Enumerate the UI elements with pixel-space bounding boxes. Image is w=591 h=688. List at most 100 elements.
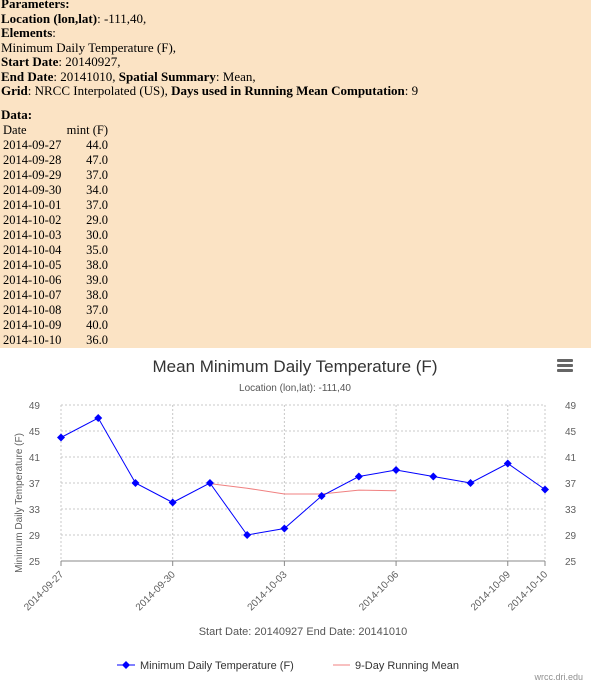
table-row: 2014-10-04 35.0 xyxy=(3,243,108,258)
elements-value: Minimum Daily Temperature (F), xyxy=(1,40,176,55)
date-column-header: Date xyxy=(3,123,63,138)
table-row: 2014-10-07 38.0 xyxy=(3,288,108,303)
x-tick-label: 2014-10-06 xyxy=(357,569,401,613)
spatial-summary-value: Mean, xyxy=(223,69,256,84)
start-date-value: 20140927, xyxy=(65,54,120,69)
date-cell: 2014-10-03 xyxy=(3,228,63,243)
date-cell: 2014-10-04 xyxy=(3,243,63,258)
date-cell: 2014-09-28 xyxy=(3,153,63,168)
running-mean-days-label: Days used in Running Mean Computation xyxy=(171,83,405,98)
y-tick-label-right: 41 xyxy=(565,453,577,464)
table-row: 2014-10-09 40.0 xyxy=(3,318,108,333)
y-tick-label-left: 41 xyxy=(29,453,41,464)
table-row: 2014-09-30 34.0 xyxy=(3,183,108,198)
table-row: 2014-09-28 47.0 xyxy=(3,153,108,168)
x-tick-label: 2014-09-27 xyxy=(22,569,66,613)
y-tick-label-left: 45 xyxy=(29,427,41,438)
y-tick-label-right: 37 xyxy=(565,479,577,490)
mint-cell: 38.0 xyxy=(63,258,108,273)
x-axis-label: Start Date: 20140927 End Date: 20141010 xyxy=(199,626,408,638)
mint-cell: 35.0 xyxy=(63,243,108,258)
parameters-block: Parameters: Location (lon,lat): -111,40,… xyxy=(1,0,418,99)
date-cell: 2014-10-05 xyxy=(3,258,63,273)
y-tick-label-left: 33 xyxy=(29,505,41,516)
end-date-value: 20141010, xyxy=(60,69,115,84)
temperature-point xyxy=(355,473,363,481)
mint-cell: 40.0 xyxy=(63,318,108,333)
date-cell: 2014-10-01 xyxy=(3,198,63,213)
table-row: 2014-10-02 29.0 xyxy=(3,213,108,228)
x-tick-label: 2014-10-03 xyxy=(246,569,290,613)
date-cell: 2014-09-29 xyxy=(3,168,63,183)
chart-title: Mean Minimum Daily Temperature (F) xyxy=(153,357,438,376)
y-tick-label-left: 29 xyxy=(29,531,41,542)
temperature-point xyxy=(243,531,251,539)
table-row: 2014-09-29 37.0 xyxy=(3,168,108,183)
table-row: 2014-10-08 37.0 xyxy=(3,303,108,318)
temperature-point xyxy=(504,460,512,468)
mint-cell: 37.0 xyxy=(63,303,108,318)
table-row: 2014-10-10 36.0 xyxy=(3,333,108,348)
legend-temperature-label: Minimum Daily Temperature (F) xyxy=(140,660,294,672)
y-tick-label-right: 29 xyxy=(565,531,577,542)
date-cell: 2014-09-27 xyxy=(3,138,63,153)
temperature-point xyxy=(541,486,549,494)
y-tick-label-right: 25 xyxy=(565,557,577,568)
y-tick-label-left: 37 xyxy=(29,479,41,490)
date-cell: 2014-10-02 xyxy=(3,213,63,228)
date-cell: 2014-10-10 xyxy=(3,333,63,348)
running-mean-line xyxy=(210,484,396,494)
y-tick-label-left: 49 xyxy=(29,401,41,412)
table-row: 2014-10-03 30.0 xyxy=(3,228,108,243)
mint-cell: 47.0 xyxy=(63,153,108,168)
start-date-label: Start Date xyxy=(1,54,58,69)
legend-running-mean-label: 9-Day Running Mean xyxy=(355,660,459,672)
location-label: Location (lon,lat) xyxy=(1,11,97,26)
credit-link[interactable]: wrcc.dri.edu xyxy=(534,672,583,682)
temperature-chart: Mean Minimum Daily Temperature (F) Locati… xyxy=(0,348,591,688)
mint-cell: 36.0 xyxy=(63,333,108,348)
table-row: 2014-10-01 37.0 xyxy=(3,198,108,213)
legend-temperature-marker xyxy=(122,661,130,669)
end-date-label: End Date xyxy=(1,69,53,84)
temperature-line xyxy=(61,418,545,535)
y-tick-label-right: 45 xyxy=(565,427,577,438)
y-tick-label-right: 49 xyxy=(565,401,577,412)
mint-cell: 37.0 xyxy=(63,168,108,183)
temperature-point xyxy=(169,499,177,507)
chart-menu-icon[interactable] xyxy=(557,359,573,373)
spatial-summary-label: Spatial Summary xyxy=(119,69,216,84)
mint-cell: 30.0 xyxy=(63,228,108,243)
table-row: 2014-10-05 38.0 xyxy=(3,258,108,273)
temperature-point xyxy=(131,479,139,487)
mint-cell: 38.0 xyxy=(63,288,108,303)
mint-cell: 34.0 xyxy=(63,183,108,198)
running-mean-days-value: 9 xyxy=(412,83,419,98)
mint-cell: 29.0 xyxy=(63,213,108,228)
grid-label: Grid xyxy=(1,83,28,98)
date-cell: 2014-10-07 xyxy=(3,288,63,303)
table-header-row: Date mint (F) xyxy=(3,123,108,138)
mint-cell: 39.0 xyxy=(63,273,108,288)
location-value: -111,40, xyxy=(104,11,146,26)
date-cell: 2014-10-09 xyxy=(3,318,63,333)
date-cell: 2014-10-06 xyxy=(3,273,63,288)
grid-value: NRCC Interpolated (US), xyxy=(35,83,168,98)
data-heading: Data: xyxy=(1,107,32,123)
mint-cell: 37.0 xyxy=(63,198,108,213)
data-table: Date mint (F) 2014-09-27 44.0 2014-09-28 47… xyxy=(3,123,108,348)
temperature-point xyxy=(206,479,214,487)
date-cell: 2014-10-08 xyxy=(3,303,63,318)
table-row: 2014-09-27 44.0 xyxy=(3,138,108,153)
chart-container: Mean Minimum Daily Temperature (F) Locati… xyxy=(0,348,591,688)
temperature-point xyxy=(57,434,65,442)
temperature-point xyxy=(392,466,400,474)
temperature-point xyxy=(467,479,475,487)
temperature-point xyxy=(429,473,437,481)
chart-subtitle: Location (lon,lat): -111,40 xyxy=(239,383,351,394)
table-row: 2014-10-06 39.0 xyxy=(3,273,108,288)
x-tick-label: 2014-10-10 xyxy=(506,569,550,613)
temperature-point xyxy=(94,414,102,422)
mint-column-header: mint (F) xyxy=(63,123,108,138)
date-cell: 2014-09-30 xyxy=(3,183,63,198)
